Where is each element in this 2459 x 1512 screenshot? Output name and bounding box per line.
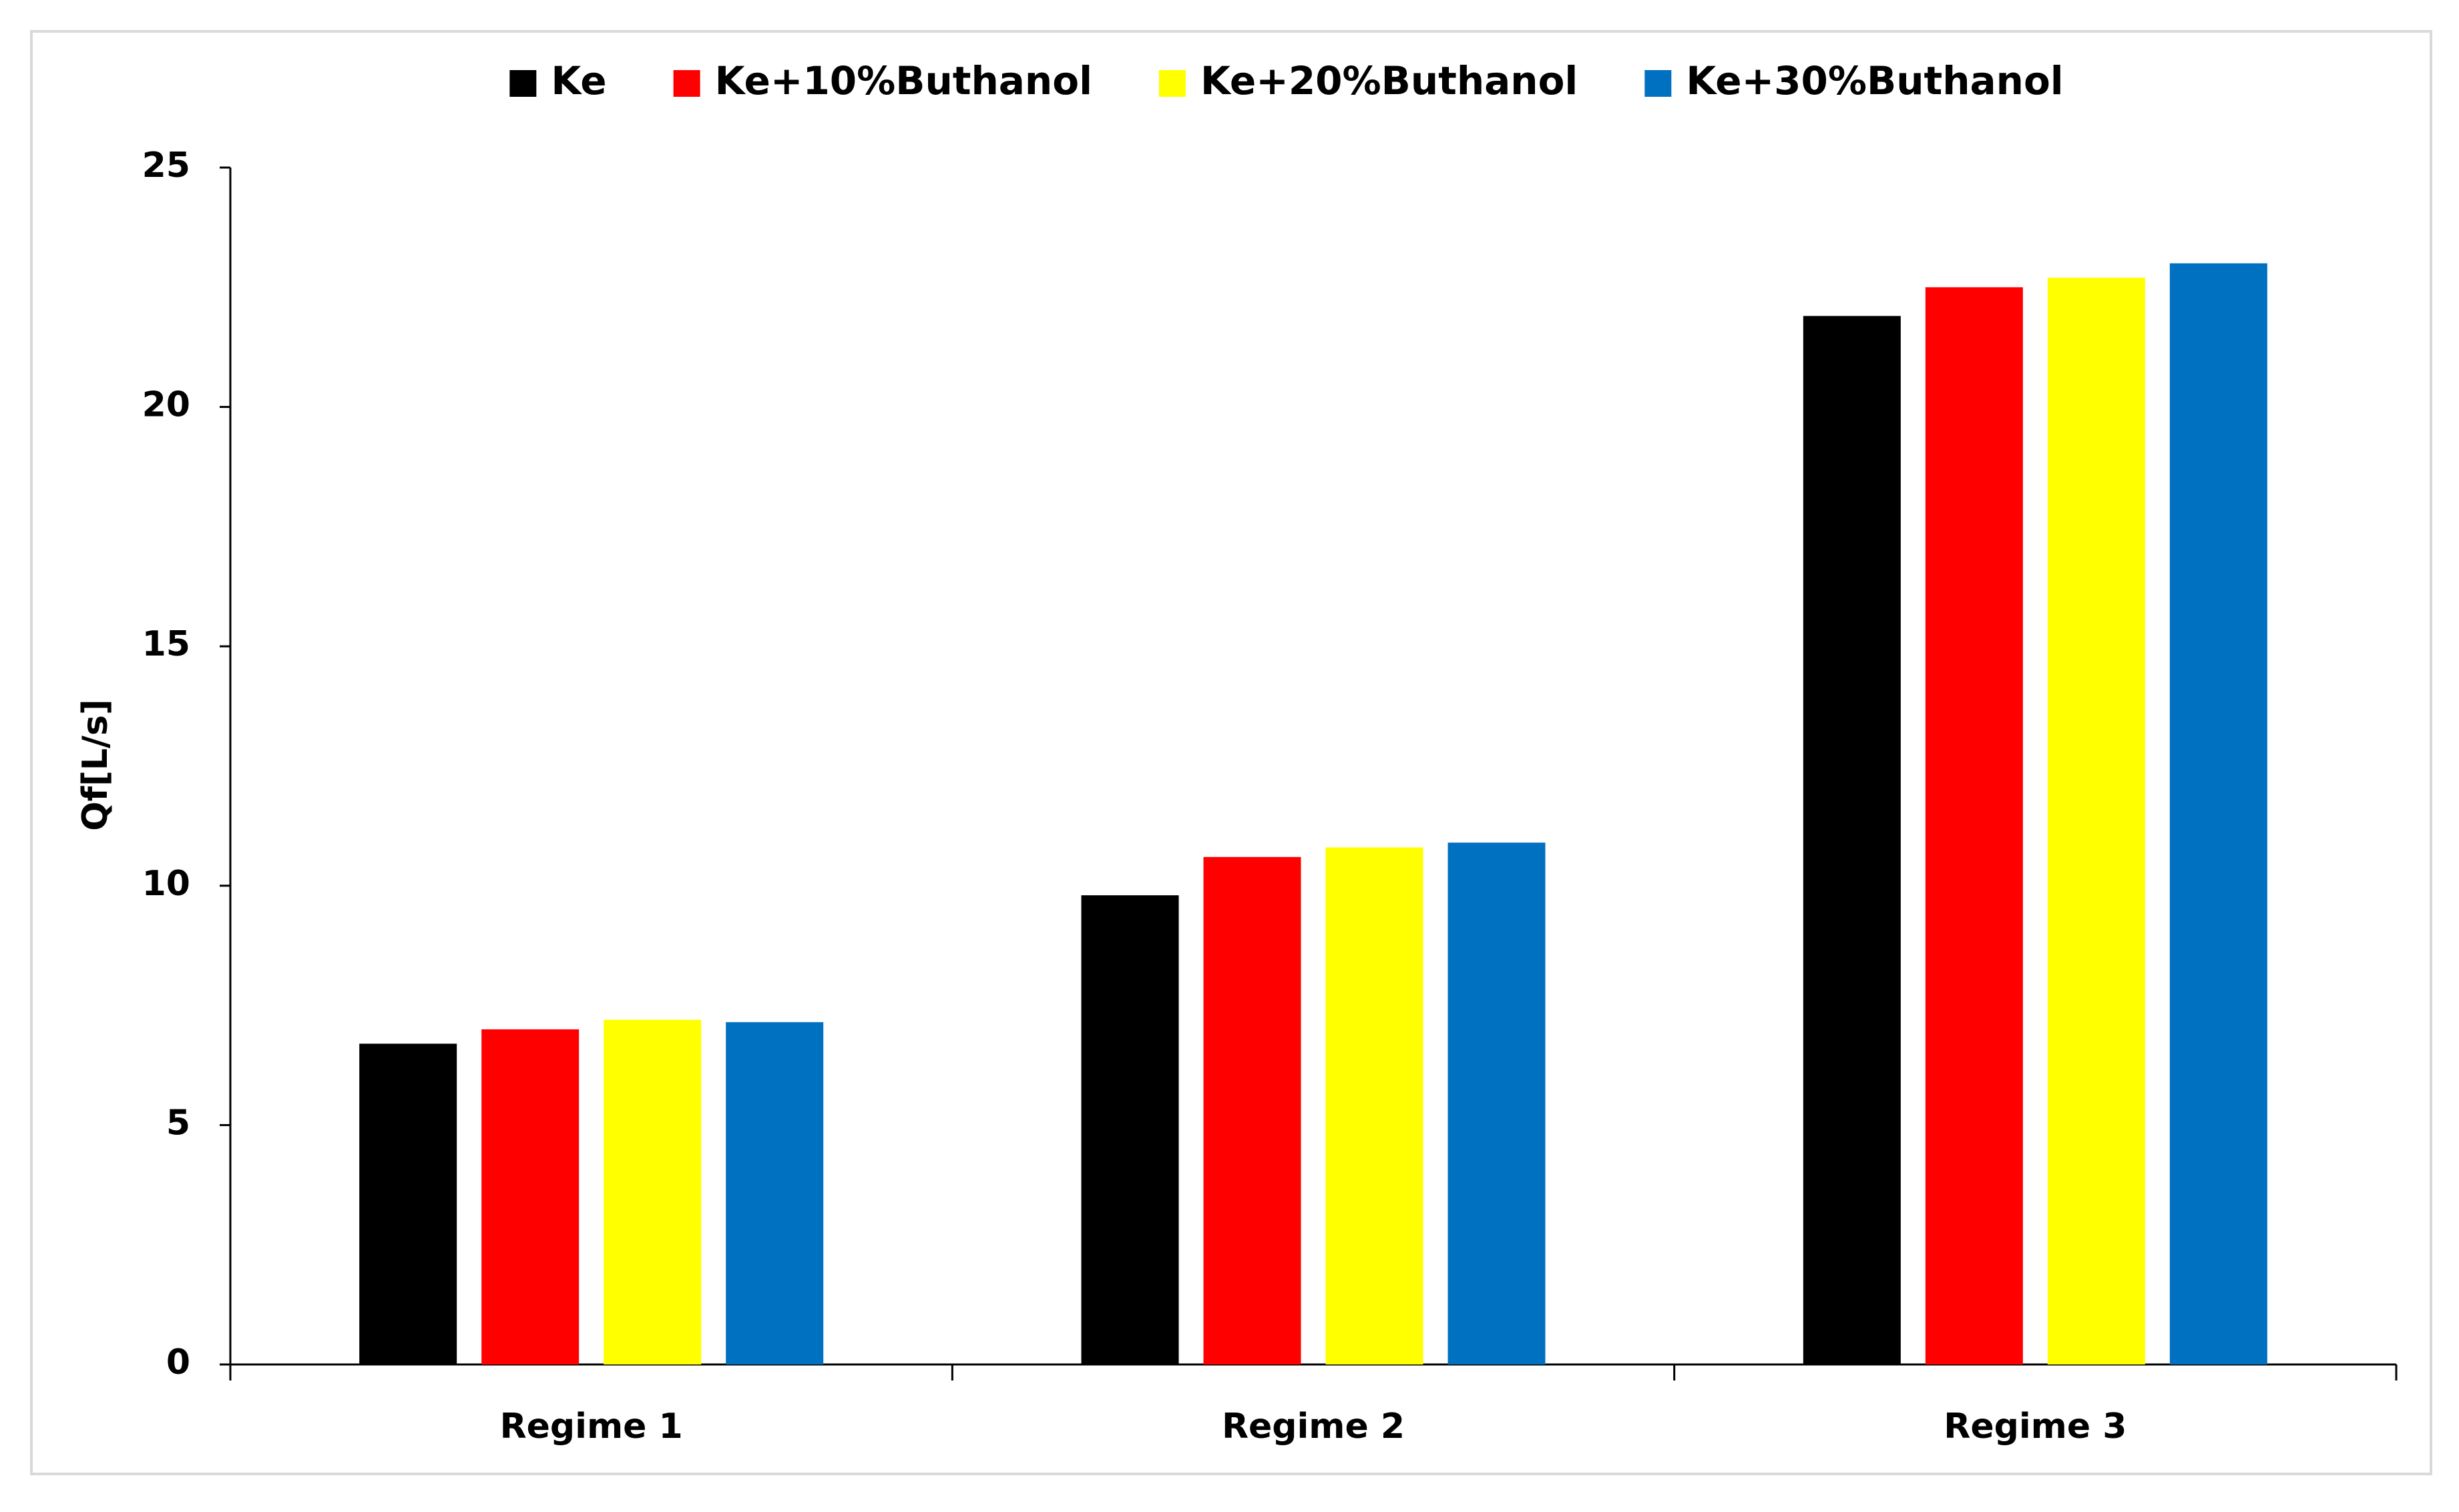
legend-swatch — [509, 70, 537, 97]
bar — [2047, 277, 2145, 1364]
bar — [1325, 847, 1423, 1364]
y-tick-label: 5 — [166, 1103, 190, 1143]
bar — [726, 1022, 824, 1364]
x-tick-label: Regime 3 — [1944, 1407, 2127, 1447]
legend-label: Ke+30%Buthanol — [1686, 58, 2063, 103]
y-tick-label: 25 — [142, 146, 190, 186]
legend-label: Ke+20%Buthanol — [1200, 58, 1578, 103]
y-tick-label: 0 — [166, 1342, 190, 1382]
legend-label: Ke — [551, 58, 606, 103]
x-tick-label: Regime 1 — [500, 1407, 683, 1447]
bar — [1803, 316, 1901, 1364]
bar — [604, 1019, 702, 1364]
bar — [359, 1043, 457, 1364]
bar — [2169, 263, 2267, 1365]
y-tick-label: 15 — [142, 624, 190, 664]
x-tick-label: Regime 2 — [1222, 1407, 1405, 1447]
legend-swatch — [673, 70, 700, 97]
y-tick-label: 20 — [142, 385, 190, 425]
bar — [481, 1029, 580, 1364]
bar — [1925, 287, 2023, 1364]
bar — [1447, 842, 1546, 1364]
y-tick-label: 10 — [142, 864, 190, 904]
y-axis-label: Qf[L/s] — [75, 699, 116, 830]
bar — [1203, 856, 1301, 1364]
bar — [1081, 895, 1179, 1364]
legend-label: Ke+10%Buthanol — [715, 58, 1092, 103]
legend-swatch — [1158, 70, 1186, 97]
legend-swatch — [1644, 70, 1672, 97]
